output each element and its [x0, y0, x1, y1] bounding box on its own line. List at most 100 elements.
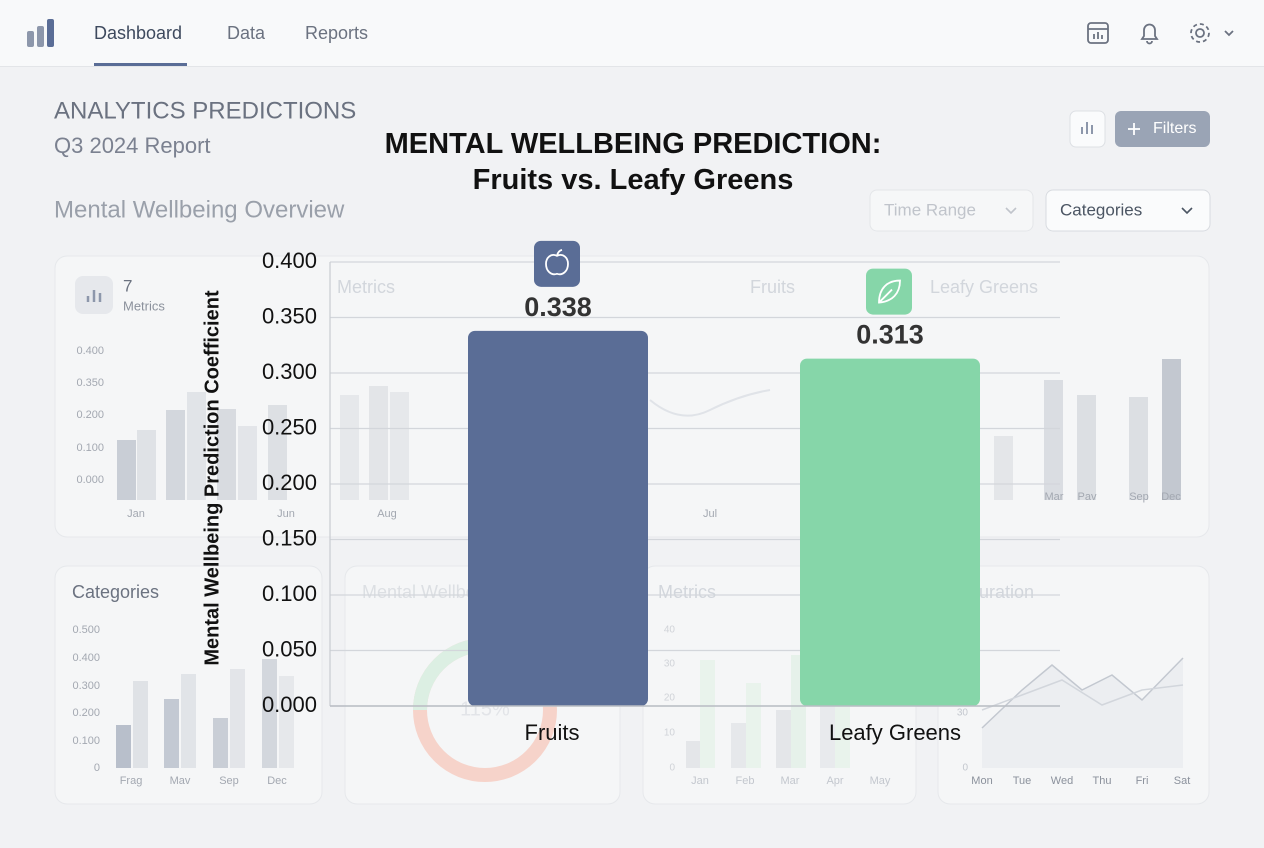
card-header: Leafy Greens [930, 277, 1038, 297]
x-tick-label: Sep [219, 775, 239, 787]
mini-bar [686, 741, 701, 768]
card-header: Metrics [337, 277, 395, 297]
x-tick-label: Mav [170, 775, 191, 787]
mini-bar [117, 440, 136, 500]
mini-bar [133, 681, 148, 768]
y-tick-label: 0.000 [76, 474, 104, 486]
x-tick-label: Leafy Greens [829, 720, 961, 745]
dropdown[interactable] [1045, 189, 1211, 232]
mini-bar [746, 683, 761, 768]
mini-bar [1077, 395, 1096, 500]
mini-bar [181, 674, 196, 768]
nav-item[interactable]: Data [227, 23, 266, 43]
dropdown[interactable] [869, 189, 1034, 232]
plus-icon [1128, 123, 1140, 135]
page-subtitle: Q3 2024 Report [54, 133, 211, 158]
x-tick-label: Thu [1093, 775, 1112, 787]
dropdown-label: Time Range [884, 200, 976, 219]
mini-bar [279, 676, 294, 768]
mini-bar [776, 710, 791, 768]
y-tick-label: 0.250 [262, 414, 317, 439]
dropdown-chevron [1005, 207, 1017, 215]
x-tick-label: Jan [691, 775, 709, 787]
logo [27, 19, 54, 47]
section-title: Mental Wellbeing Overview [54, 196, 345, 223]
x-tick-label: Dec [267, 775, 287, 787]
mini-bar [262, 659, 277, 768]
mini-bar [731, 723, 746, 768]
value-label: 0.313 [856, 320, 924, 350]
card-header: Fruits [750, 277, 795, 297]
x-tick-label: May [870, 775, 891, 787]
sparkline [649, 389, 771, 417]
nav-item[interactable]: Reports [305, 23, 368, 43]
y-tick-label: 0.050 [262, 636, 317, 661]
filters-button[interactable] [1115, 111, 1210, 147]
x-tick-label: Pav [1078, 491, 1097, 503]
y-axis-label: Mental Wellbeing Prediction Coefficient [201, 290, 223, 666]
mini-bar [217, 409, 236, 500]
x-tick-label: Aug [377, 508, 397, 520]
mini-bar [390, 392, 409, 500]
value-label: 0.338 [524, 292, 592, 322]
dropdown-chevron [1181, 207, 1193, 215]
y-tick-label: 0.300 [262, 359, 317, 384]
mini-bar [700, 660, 715, 768]
mini-bar [230, 669, 245, 768]
category-icon-glyph [878, 279, 901, 304]
x-tick-label: Apr [826, 775, 843, 787]
x-tick-label: Jan [127, 508, 145, 520]
y-tick-label: 0 [962, 763, 968, 774]
y-tick-label: 30 [664, 659, 676, 670]
mini-bar [213, 718, 228, 768]
mini-bar [238, 426, 257, 500]
y-tick-label: 0 [669, 763, 675, 774]
area-line [981, 679, 1184, 711]
y-tick-label: 0 [94, 762, 100, 774]
x-tick-label: Mar [781, 775, 800, 787]
y-tick-label: 0.200 [262, 470, 317, 495]
x-tick-label: Fruits [525, 720, 580, 745]
card-title: Categories [72, 582, 159, 602]
y-tick-label: 0.400 [72, 652, 100, 664]
x-tick-label: Jun [277, 508, 295, 520]
y-tick-label: 0.500 [72, 624, 100, 636]
nav-icons[interactable] [1087, 22, 1234, 45]
y-tick-label: 0.100 [76, 442, 104, 454]
x-tick-label: Fri [1136, 775, 1149, 787]
chart-button-icon [1081, 122, 1093, 134]
nav-bar [0, 0, 1264, 66]
y-tick-label: 0.400 [76, 345, 104, 357]
card-title: Mental Wellbeing [362, 582, 500, 602]
chart: 0.000 0.050 0.100 0.150 0.200 0.250 0.300 0.350… [201, 240, 1060, 745]
y-tick-label: 0.350 [76, 377, 104, 389]
y-tick-label: 0.300 [72, 680, 100, 692]
x-tick-label: Feb [736, 775, 755, 787]
page-title: ANALYTICS PREDICTIONS [54, 97, 356, 124]
x-tick-label: Mon [971, 775, 992, 787]
mini-bar [268, 405, 287, 500]
y-tick-label: 30 [957, 708, 969, 719]
x-tick-label: Mar [1045, 491, 1064, 503]
mini-bar [1129, 397, 1148, 500]
mini-bar [166, 410, 185, 500]
nav-active-indicator [94, 63, 187, 66]
x-tick-label: Sep [1129, 491, 1149, 503]
x-tick-label: Tue [1013, 775, 1032, 787]
mini-bar [137, 430, 156, 500]
y-tick-label: 0.200 [72, 707, 100, 719]
y-tick-label: 0.350 [262, 303, 317, 328]
dropdown-label: Categories [1060, 200, 1142, 219]
y-tick-label: 10 [664, 728, 676, 739]
mini-bar [1044, 380, 1063, 500]
filters-label: Filters [1153, 120, 1197, 137]
mini-bar [994, 436, 1013, 500]
mini-bar [1162, 359, 1181, 500]
card-title: Duration [966, 582, 1034, 602]
undefined: 7 [123, 276, 132, 295]
area [982, 658, 1183, 768]
nav-item[interactable]: Dashboard [94, 23, 182, 43]
bar [468, 330, 648, 706]
y-tick-label: 0.400 [262, 248, 317, 273]
mini-bar [340, 395, 359, 500]
